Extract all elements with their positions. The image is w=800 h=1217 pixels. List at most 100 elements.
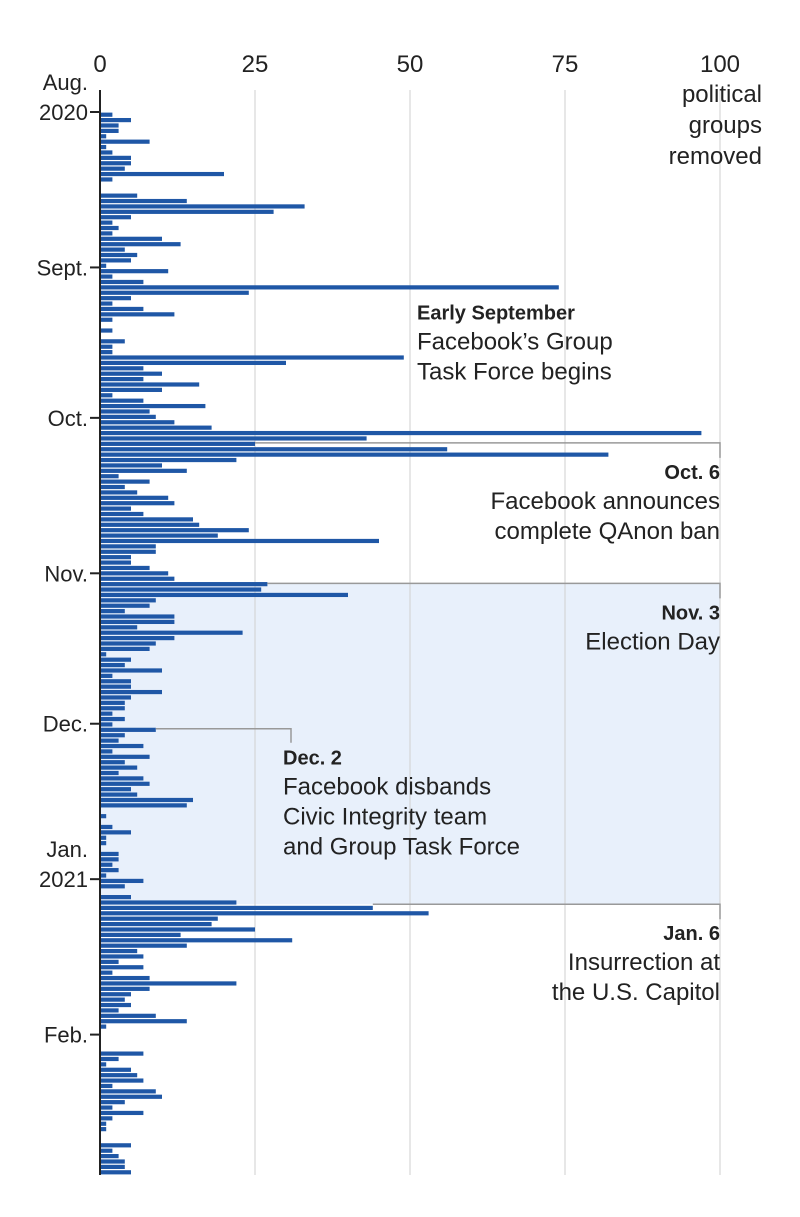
month-label: Oct. — [48, 406, 88, 431]
month-label: 2020 — [39, 100, 88, 125]
bar — [100, 598, 156, 603]
bar — [100, 587, 262, 592]
bar — [100, 425, 212, 430]
bar — [100, 1164, 125, 1170]
bar — [100, 1170, 131, 1175]
bar — [100, 112, 113, 117]
bar — [100, 797, 193, 803]
annotation-connectors — [155, 442, 721, 920]
bar — [100, 668, 162, 673]
bar — [100, 517, 193, 522]
annotation-text: complete QAnon ban — [495, 518, 720, 545]
bar — [100, 900, 237, 905]
bar — [100, 841, 107, 846]
bar — [100, 932, 181, 937]
bar — [100, 706, 125, 711]
annotation-text: Election Day — [585, 628, 720, 655]
bar — [100, 457, 237, 463]
bar — [100, 301, 113, 306]
bar — [100, 560, 131, 565]
bar — [100, 290, 249, 295]
bar — [100, 911, 429, 916]
annotation-connector — [372, 903, 721, 920]
bar — [100, 447, 448, 452]
bar — [100, 522, 200, 527]
bar — [100, 857, 119, 862]
bar — [100, 884, 125, 889]
bar — [100, 387, 162, 392]
bar — [100, 279, 144, 285]
x-axis-tick-labels: 0 25 50 75 100 — [93, 51, 740, 78]
bar — [100, 242, 181, 247]
bar — [100, 1051, 144, 1056]
bar — [100, 501, 175, 506]
bar — [100, 927, 255, 932]
bar — [100, 215, 131, 220]
gridlines — [254, 90, 721, 1175]
bar — [100, 695, 131, 700]
bar — [100, 479, 150, 484]
bar — [100, 679, 131, 684]
bar — [100, 344, 113, 349]
month-label: 2021 — [39, 867, 88, 892]
bar — [100, 1100, 125, 1105]
bar — [100, 296, 131, 301]
bar — [100, 657, 131, 662]
bar — [100, 1159, 125, 1164]
bar — [100, 770, 119, 776]
bar — [100, 377, 144, 382]
bar — [100, 511, 144, 517]
bar — [100, 209, 274, 214]
bar — [100, 258, 131, 263]
unit-label-line: groups — [689, 112, 762, 139]
bar — [100, 150, 113, 155]
bar — [100, 155, 131, 160]
bar — [100, 1078, 144, 1083]
annotation-text: and Group Task Force — [283, 834, 520, 861]
bar — [100, 555, 131, 560]
bar — [100, 1008, 119, 1013]
bar — [100, 355, 404, 360]
annotation-connector — [267, 582, 721, 599]
bar — [100, 981, 237, 986]
bar — [100, 970, 113, 975]
bar — [100, 1002, 131, 1008]
bar — [100, 403, 206, 409]
bar — [100, 274, 113, 279]
bar — [100, 436, 367, 441]
bar — [100, 689, 162, 695]
bar — [100, 382, 200, 387]
bar — [100, 484, 125, 490]
bar — [100, 1056, 119, 1062]
month-labels: Aug. 2020 Sept. Oct. Nov. Dec. Jan. 2021 Feb. — [37, 70, 100, 1048]
bar — [100, 128, 119, 133]
bar — [100, 350, 113, 355]
bar — [100, 544, 156, 549]
bar — [100, 1062, 107, 1067]
unit-label-line: political — [682, 81, 762, 108]
month-label: Sept. — [37, 255, 88, 280]
bar — [100, 787, 131, 792]
bar — [100, 576, 175, 581]
bar — [100, 868, 119, 873]
bar — [100, 198, 187, 204]
x-tick-label: 75 — [552, 51, 579, 78]
bar — [100, 986, 150, 991]
bar — [100, 776, 144, 781]
bar — [100, 862, 113, 867]
bar — [100, 117, 131, 123]
bar — [100, 490, 138, 495]
annotation-connector — [155, 727, 292, 743]
bar — [100, 851, 119, 857]
bar — [100, 236, 162, 241]
bar — [100, 603, 150, 608]
unit-label-line: removed — [669, 143, 762, 170]
bar — [100, 700, 125, 705]
bar — [100, 733, 125, 738]
bar — [100, 1013, 156, 1018]
bar — [100, 959, 119, 964]
bar — [100, 997, 125, 1002]
bar — [100, 1083, 113, 1089]
bar — [100, 814, 107, 819]
bar — [100, 231, 113, 236]
